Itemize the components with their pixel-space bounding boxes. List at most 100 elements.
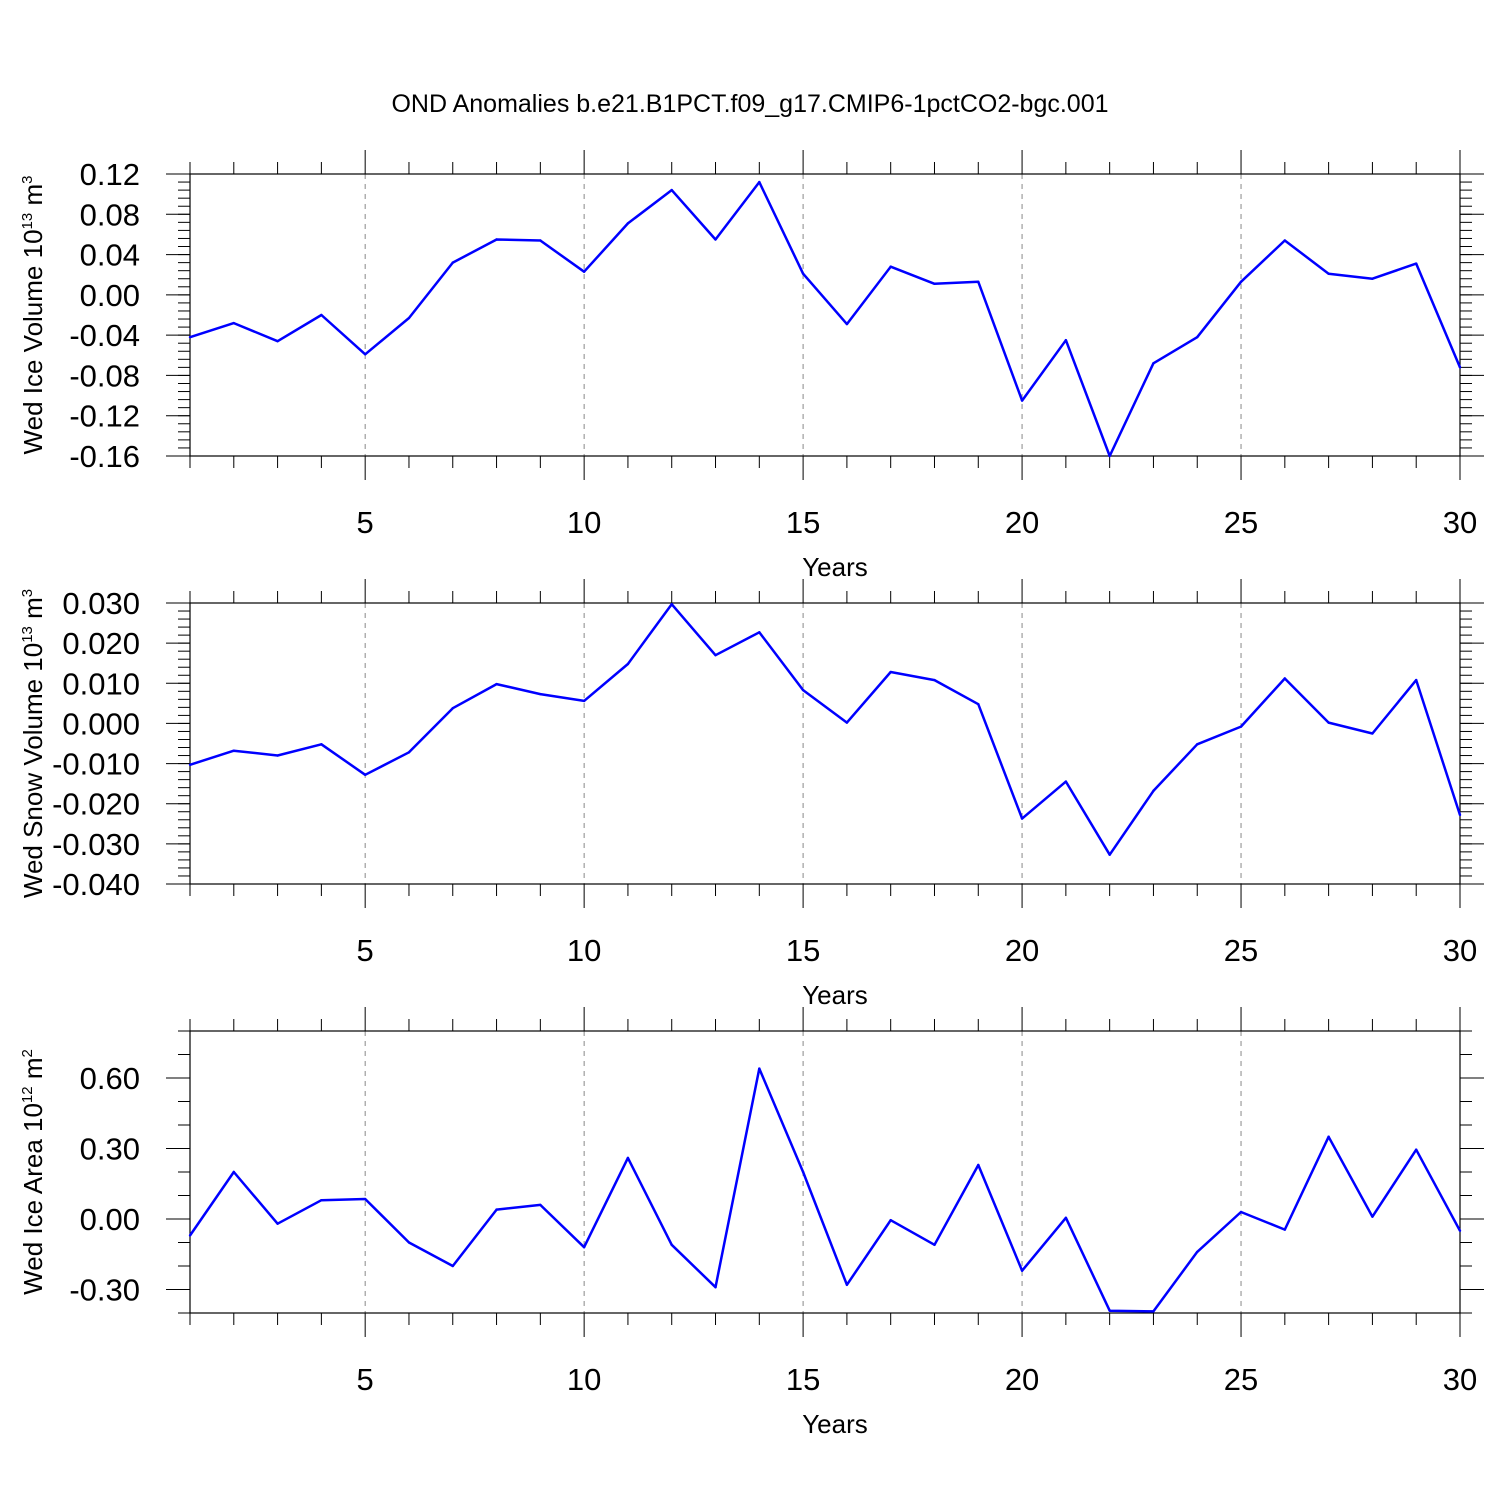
panel-snow-volume: 5 10 15 20 25 30 -0.040 -0.030 -0.020 -0.010 0.000… xyxy=(18,579,1484,1010)
ice-volume-y-label-unit: m xyxy=(18,184,48,213)
ice-area-data-point xyxy=(1239,1210,1243,1214)
ice-area-data-point xyxy=(1415,1148,1418,1151)
snow-volume-x-tick-label: 30 xyxy=(1443,933,1477,968)
ice-area-x-tick-label: 5 xyxy=(357,1362,374,1397)
ice-area-data-point xyxy=(1064,1216,1068,1220)
snow-volume-data-point xyxy=(451,706,454,710)
ice-volume-x-tick-label: 25 xyxy=(1224,505,1258,540)
ice-area-data-point xyxy=(626,1156,630,1160)
ice-volume-data-point xyxy=(977,280,980,283)
ice-area-y-label-main: Wed Ice Area 10 xyxy=(18,1103,48,1295)
ice-volume-data-point xyxy=(1239,280,1243,283)
snow-volume-y-label-unit: m xyxy=(18,597,48,626)
snow-volume-data-point xyxy=(495,682,498,686)
ice-area-series-line xyxy=(188,1067,1462,1313)
snow-volume-data-point xyxy=(845,721,849,724)
ice-volume-x-tick-label: 5 xyxy=(357,505,374,540)
snow-volume-data-point xyxy=(670,603,673,606)
snow-volume-data-point xyxy=(801,688,805,692)
ice-area-data-point xyxy=(232,1170,235,1174)
ice-area-data-point xyxy=(1196,1250,1199,1254)
snow-volume-y-tick-label: 0.030 xyxy=(62,586,140,621)
ice-area-y-label-unit-exponent: 2 xyxy=(19,1049,36,1057)
ice-area-data-point xyxy=(714,1285,717,1289)
snow-volume-y-axis-label: Wed Snow Volume 1013 m3 xyxy=(18,589,48,898)
ice-volume-data-point xyxy=(1327,272,1330,275)
snow-volume-data-point xyxy=(582,699,586,703)
snow-volume-y-label-unit-exponent: 3 xyxy=(19,589,36,597)
ice-volume-y-tick-label: 0.12 xyxy=(80,157,140,192)
snow-volume-y-tick-label: -0.020 xyxy=(52,787,140,822)
snow-volume-y-tick-label: 0.020 xyxy=(62,626,140,661)
ice-area-data-point xyxy=(188,1234,192,1237)
panel-ice-volume: 5 10 15 20 25 30 -0.16 -0.12 -0.08 -0.04 0.00 0.04 0… xyxy=(18,150,1484,582)
ice-volume-data-point xyxy=(1283,239,1287,242)
ice-area-data-point xyxy=(451,1264,454,1268)
snow-volume-data-point xyxy=(977,702,980,706)
ice-volume-y-tick-label: 0.00 xyxy=(80,278,140,313)
ice-volume-y-label-exponent: 13 xyxy=(19,213,36,230)
ice-volume-plot-frame xyxy=(189,173,1461,457)
ice-volume-data-point xyxy=(1458,366,1462,369)
ice-volume-data-point xyxy=(1020,399,1024,402)
ice-volume-y-tick-label: 0.08 xyxy=(80,197,140,232)
ice-area-data-point xyxy=(539,1203,542,1207)
panel-ice-area: 5 10 15 20 25 30 -0.30 0.00 0.30 0.60 Years Wed Ice… xyxy=(18,1007,1484,1439)
snow-volume-y-tick-label: 0.010 xyxy=(62,666,140,701)
snow-volume-plot-frame xyxy=(189,602,1461,885)
snow-volume-data-point xyxy=(1108,853,1111,856)
ice-volume-y-label-unit-exponent: 3 xyxy=(19,176,36,184)
ice-area-data-point xyxy=(889,1218,892,1222)
ice-volume-data-point xyxy=(626,222,630,225)
ice-volume-y-tick-label: -0.16 xyxy=(69,439,140,474)
snow-volume-y-label-main: Wed Snow Volume 10 xyxy=(18,643,48,898)
snow-volume-data-point xyxy=(539,692,542,696)
ice-volume-data-point xyxy=(714,238,717,241)
ice-area-x-tick-label: 15 xyxy=(786,1362,820,1397)
ice-volume-x-tick-label: 30 xyxy=(1443,505,1477,540)
ice-area-data-point xyxy=(363,1197,367,1201)
ice-volume-data-point xyxy=(889,265,892,268)
ice-area-data-point xyxy=(801,1170,805,1174)
ice-area-data-point xyxy=(276,1222,279,1225)
ice-volume-data-point xyxy=(276,339,279,343)
snow-volume-data-point xyxy=(276,754,279,757)
snow-volume-series-line xyxy=(189,602,1462,856)
ice-area-data-point xyxy=(320,1199,323,1202)
snow-volume-data-point xyxy=(232,749,235,752)
ice-area-data-point xyxy=(1458,1229,1462,1232)
snow-volume-y-tick-label: 0.000 xyxy=(62,706,140,741)
ice-volume-data-point xyxy=(407,316,411,320)
ice-volume-data-point xyxy=(1196,335,1199,339)
ice-area-data-point xyxy=(670,1243,673,1247)
ice-volume-x-tick-label: 10 xyxy=(567,505,601,540)
snow-volume-data-point xyxy=(626,662,630,666)
snow-volume-x-tick-label: 25 xyxy=(1224,933,1258,968)
ice-volume-y-tick-label: 0.04 xyxy=(80,238,140,273)
snow-volume-data-point xyxy=(1327,721,1330,724)
snow-volume-x-tick-label: 20 xyxy=(1005,933,1039,968)
ice-area-data-point xyxy=(1108,1309,1111,1312)
ice-area-x-tick-label: 30 xyxy=(1443,1362,1477,1397)
ice-area-y-tick-label: 0.60 xyxy=(80,1061,140,1096)
ice-volume-data-point xyxy=(801,272,805,275)
snow-volume-data-point xyxy=(363,773,367,777)
ice-volume-y-tick-label: -0.12 xyxy=(69,399,140,434)
snow-volume-x-tick-label: 15 xyxy=(786,933,820,968)
ice-volume-data-point xyxy=(845,322,849,326)
ice-area-x-tick-label: 25 xyxy=(1224,1362,1258,1397)
ice-area-x-tick-label: 10 xyxy=(567,1362,601,1397)
snow-volume-data-point xyxy=(188,763,192,766)
ice-area-y-axis-label: Wed Ice Area 1012 m2 xyxy=(18,1049,48,1295)
ice-volume-data-point xyxy=(232,321,235,325)
snow-volume-data-point xyxy=(1196,743,1199,746)
snow-volume-y-tick-label: -0.010 xyxy=(52,747,140,782)
snow-volume-data-point xyxy=(933,678,936,682)
ice-volume-series-line xyxy=(189,180,1462,458)
ice-volume-data-point xyxy=(1152,362,1155,365)
ice-volume-data-point xyxy=(582,270,586,273)
snow-volume-data-point xyxy=(1152,789,1155,793)
ice-volume-data-point xyxy=(539,239,542,242)
ice-area-y-tick-label: -0.30 xyxy=(69,1273,140,1308)
